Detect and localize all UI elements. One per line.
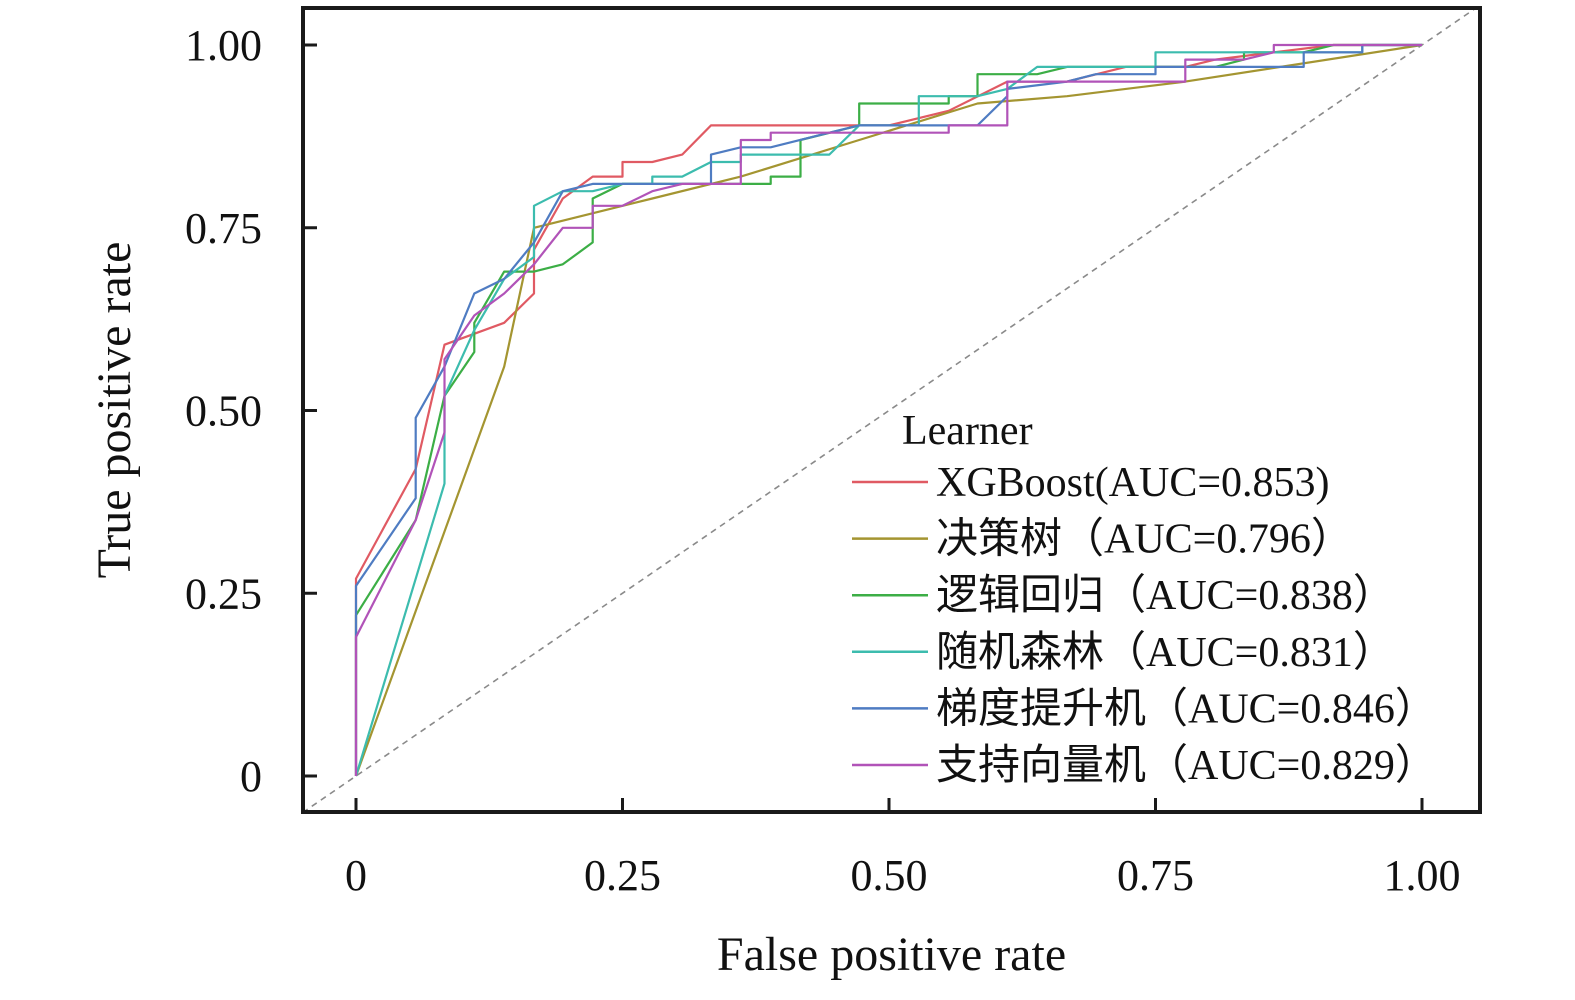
x-axis-label: False positive rate [717, 928, 1066, 981]
x-tick-label: 0 [345, 851, 367, 900]
x-tick-label: 0.75 [1117, 851, 1194, 900]
legend-label: 决策树（AUC=0.796） [936, 517, 1353, 563]
x-tick-label: 0.25 [584, 851, 661, 900]
legend-item: 支持向量机（AUC=0.829） [852, 743, 1437, 789]
roc-curve-series-5 [354, 43, 1422, 776]
legend-label: 梯度提升机（AUC=0.846） [936, 686, 1437, 732]
legend-item: 随机森林（AUC=0.831） [852, 630, 1395, 676]
legend-item: XGBoost(AUC=0.853) [852, 460, 1330, 506]
legend-item: 梯度提升机（AUC=0.846） [852, 686, 1437, 732]
legend-item: 决策树（AUC=0.796） [852, 517, 1353, 563]
legend-label: XGBoost(AUC=0.853) [936, 460, 1330, 506]
y-axis-label: True positive rate [88, 242, 141, 579]
legend-label: 随机森林（AUC=0.831） [936, 630, 1395, 676]
x-tick-label: 0.50 [851, 851, 928, 900]
legend-item: 逻辑回归（AUC=0.838） [852, 573, 1395, 619]
y-tick-label: 0 [240, 752, 262, 801]
y-tick-label: 0.25 [185, 569, 262, 618]
y-tick-label: 0.75 [185, 204, 262, 253]
y-tick-label: 0.50 [185, 387, 262, 436]
reference-diagonal-line [303, 8, 1476, 812]
x-tick-label: 1.00 [1384, 851, 1461, 900]
y-tick-label: 1.00 [185, 21, 262, 70]
legend-title: Learner [902, 408, 1033, 454]
legend-label: 逻辑回归（AUC=0.838） [936, 573, 1395, 619]
roc-curve-series-6 [354, 43, 1422, 776]
legend-label: 支持向量机（AUC=0.829） [936, 743, 1437, 789]
